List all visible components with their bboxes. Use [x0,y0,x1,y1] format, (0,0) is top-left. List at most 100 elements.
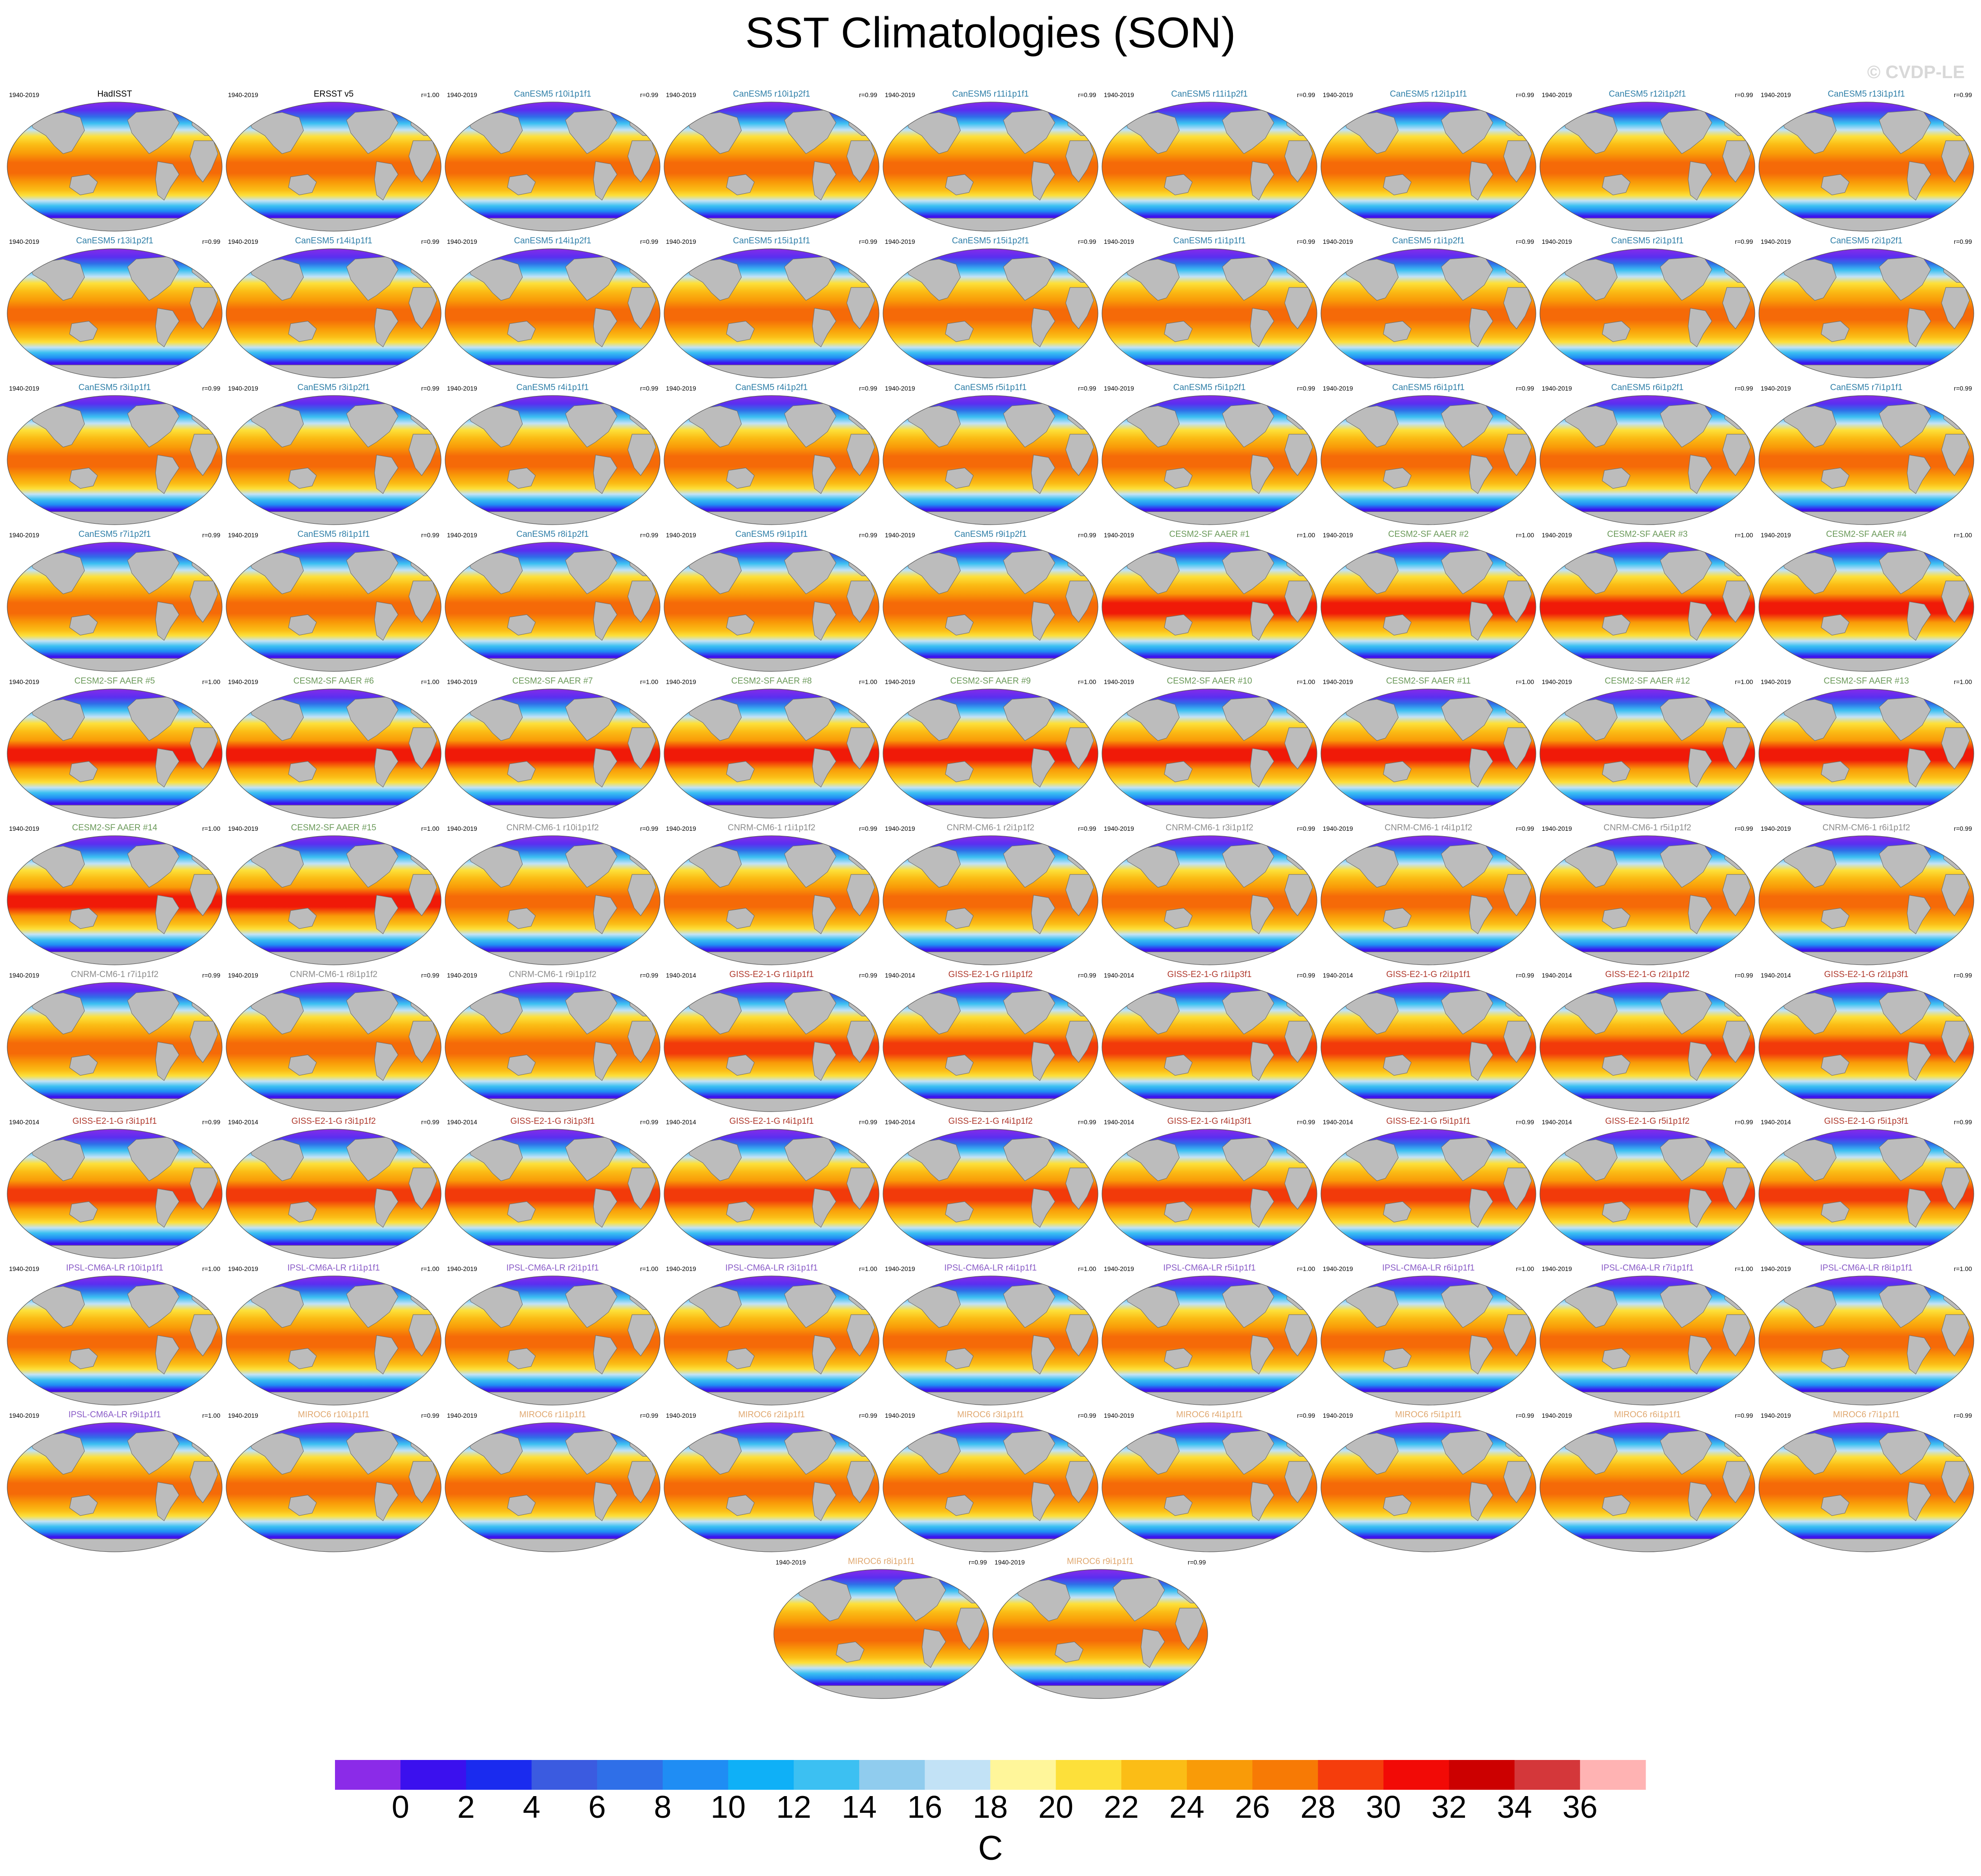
panel-correlation: r=1.00 [1078,678,1096,685]
panel-correlation: r=0.99 [1187,1559,1206,1566]
land-mass [883,511,1098,525]
map-border [883,542,1098,672]
map-border [7,1275,223,1406]
panel-correlation: r=1.00 [1516,1265,1534,1272]
land-mass [1907,1335,1931,1375]
land-mass [1503,874,1532,917]
land-mass [846,727,875,770]
land-mass [288,1054,317,1076]
panel-period: 1940-2019 [228,385,258,392]
panel-period: 1940-2019 [228,825,258,832]
land-mass [628,1021,656,1063]
land-mass [846,140,875,183]
land-mass [1907,455,1931,494]
map-panel: 1940-2014 GISS-E2-1-G r1i1p3f1 r=0.99 [1101,966,1318,1112]
map-border [226,102,442,232]
colorbar-segment [859,1760,925,1790]
map-border [1102,395,1317,525]
land-mass [612,104,631,116]
map-border [992,1569,1208,1699]
land-mass [1759,1392,1974,1405]
panel-period: 1940-2019 [885,385,915,392]
land-mass [612,691,631,703]
land-mass [393,398,412,409]
map-border [1758,542,1974,672]
map-panel: 1940-2019 CESM2-SF AAER #2 r=1.00 [1320,526,1537,672]
land-mass [393,985,412,996]
land-mass [1688,1482,1712,1522]
panel-correlation: r=0.99 [640,385,658,392]
land-mass [1879,990,1931,1035]
land-mass [155,161,180,201]
land-mass [1707,691,1725,703]
colorbar-tick-label: 8 [654,1789,672,1825]
land-mass [1031,161,1056,201]
land-mass [1441,256,1493,301]
map-panel: 1940-2019 MIROC6 r1i1p1f1 r=0.99 [444,1406,661,1552]
land-mass [1164,908,1193,929]
map-border [445,395,660,525]
land-mass [664,1245,879,1258]
panel-correlation: r=0.99 [1297,972,1315,979]
map-panel: 1940-2019 CanESM5 r12i1p1f1 r=0.99 [1320,86,1537,232]
land-mass [1441,1136,1493,1182]
land-mass [374,748,399,788]
panel-correlation: r=0.99 [859,972,877,979]
map-border [445,1129,660,1259]
panel-period: 1940-2019 [666,385,696,392]
land-mass [846,434,875,476]
panel-title: CNRM-CM6-1 r7i1p1f2 [70,970,159,979]
land-mass [726,467,755,489]
map-panel: 1940-2019 CNRM-CM6-1 r7i1p1f2 r=0.99 [6,966,223,1112]
land-mass [155,455,180,494]
colorbar-segment [1514,1760,1581,1790]
panel-correlation: r=0.99 [1078,972,1096,979]
sst-map [664,1422,879,1552]
sst-map [226,982,442,1112]
map-border [1102,1422,1317,1552]
map-panel: 1940-2019 CNRM-CM6-1 r8i1p1f2 r=0.99 [225,966,442,1112]
land-mass [1164,321,1193,342]
land-mass [1759,1245,1974,1258]
land-mass [1602,321,1631,342]
land-mass [1926,251,1944,262]
land-mass [565,696,618,741]
panel-title: MIROC6 r5i1p1f1 [1395,1410,1462,1420]
panel-correlation: r=1.00 [1297,1265,1315,1272]
land-mass [726,174,755,196]
land-mass [784,1283,837,1328]
land-mass [956,1608,985,1650]
map-border [1758,102,1974,232]
land-mass [1759,511,1974,525]
land-mass [374,895,399,935]
land-mass [1102,1538,1317,1552]
map-panel: 1940-2019 CanESM5 r3i1p1f1 r=0.99 [6,379,223,525]
map-border [445,248,660,378]
land-mass [1926,398,1944,409]
land-mass [1469,1335,1493,1375]
land-mass [612,1131,631,1143]
land-mass [784,549,837,595]
land-mass [7,1098,222,1112]
panel-correlation: r=0.99 [202,531,220,539]
land-mass [1284,287,1313,330]
map-border [1758,1422,1974,1552]
land-mass [174,545,193,556]
panel-period: 1940-2019 [9,678,39,685]
panel-correlation: r=0.99 [640,972,658,979]
land-mass [1688,308,1712,348]
land-mass [1540,658,1755,671]
sst-map [883,542,1098,672]
land-mass [1540,511,1755,525]
panel-title: GISS-E2-1-G r3i1p1f2 [291,1117,376,1126]
land-mass [1503,727,1532,770]
panel-period: 1940-2019 [447,678,477,685]
panel-title: CNRM-CM6-1 r9i1p1f2 [508,970,597,979]
land-mass [288,321,317,342]
land-mass [1441,696,1493,741]
sst-map [664,395,879,525]
panel-correlation: r=0.99 [1078,238,1096,245]
panel-period: 1940-2019 [447,91,477,98]
colorbar-segment [662,1760,729,1790]
land-mass [155,1482,180,1522]
